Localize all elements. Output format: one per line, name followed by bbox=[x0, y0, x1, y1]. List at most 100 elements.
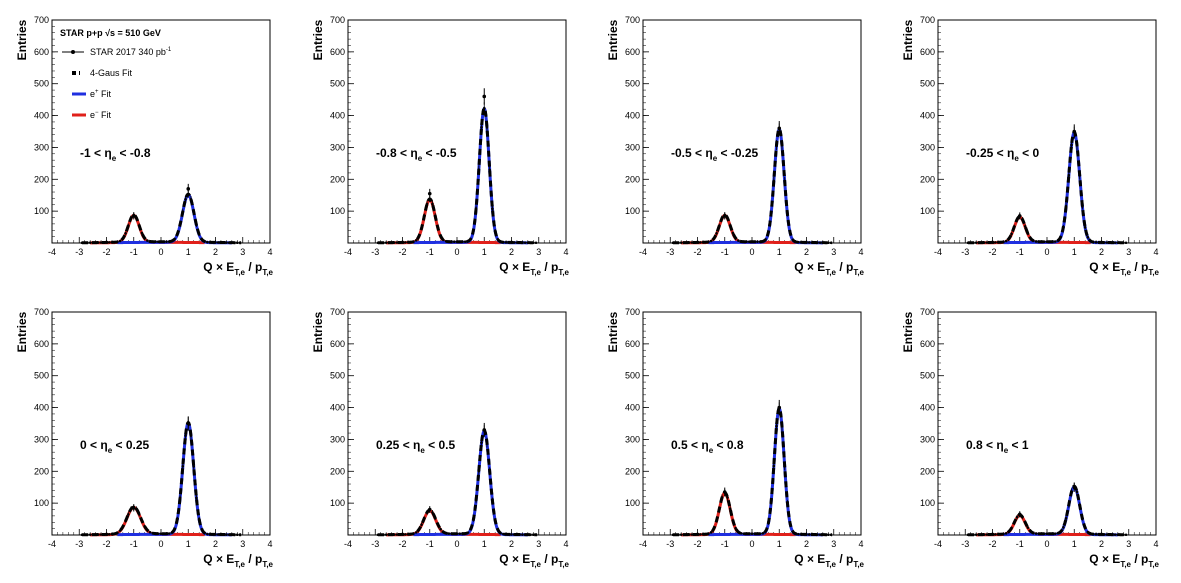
data-point bbox=[1064, 517, 1068, 520]
data-point bbox=[88, 241, 92, 244]
eta-range-sub: e bbox=[112, 154, 117, 163]
y-tick-label: 100 bbox=[625, 498, 640, 508]
data-point bbox=[818, 533, 822, 536]
y-tick-label: 200 bbox=[330, 466, 345, 476]
y-tick-label: 700 bbox=[34, 15, 49, 25]
data-point bbox=[236, 241, 239, 245]
data-point bbox=[510, 533, 513, 536]
legend-pos-label: e+ Fit bbox=[90, 89, 112, 99]
x-tick-label: 0 bbox=[749, 247, 754, 257]
y-tick-label: 600 bbox=[34, 339, 49, 349]
x-axis-label-sub: T,e bbox=[1148, 268, 1159, 277]
y-tick-label: 700 bbox=[920, 307, 935, 317]
eta-range-post: < 0.25 bbox=[112, 438, 149, 452]
y-tick-label: 600 bbox=[920, 47, 935, 57]
x-tick-label: -4 bbox=[934, 247, 942, 257]
legend-gaus-label: 4-Gaus Fit bbox=[90, 68, 133, 78]
eta-range-post: < 0 bbox=[1019, 146, 1040, 160]
x-tick-label: -3 bbox=[371, 539, 379, 549]
eta-range-label: 0.5 < ηe < 0.8 bbox=[671, 438, 744, 455]
data-point bbox=[1045, 532, 1049, 536]
y-tick-label: 600 bbox=[330, 339, 345, 349]
x-tick-label: 4 bbox=[1153, 247, 1158, 257]
y-axis-label-text: Entries bbox=[311, 311, 325, 352]
y-tick-label: 400 bbox=[625, 111, 640, 121]
eta-range-sub: e bbox=[108, 446, 113, 455]
data-point bbox=[225, 533, 228, 536]
data-point bbox=[1094, 240, 1098, 244]
y-tick-label: 500 bbox=[920, 79, 935, 89]
data-point bbox=[532, 533, 535, 537]
x-axis-label-sub: T,e bbox=[558, 560, 569, 569]
panel-8: -4 -3 -2 -1 0 1 2 3 4 100 200 300 400 500 600 700 Entrie… bbox=[901, 307, 1160, 569]
panel-5: -4 -3 -2 -1 0 1 2 3 4 100 200 300 400 500 600 700 Entrie… bbox=[15, 307, 274, 569]
panel-1: -4 -3 -2 -1 0 1 2 3 4 100 200 300 400 500 600 700 Entrie… bbox=[15, 15, 274, 277]
data-point bbox=[1105, 241, 1109, 244]
data-point bbox=[1094, 533, 1098, 536]
data-point bbox=[734, 526, 737, 530]
data-point bbox=[726, 496, 729, 499]
eta-range-post: < 0.8 bbox=[713, 438, 744, 452]
plot-frame bbox=[937, 19, 1157, 244]
data-point bbox=[480, 441, 483, 444]
x-axis-label-sub: T,e bbox=[825, 268, 836, 277]
x-tick-label: -1 bbox=[426, 247, 434, 257]
y-tick-label: 400 bbox=[330, 403, 345, 413]
legend-data-marker bbox=[71, 50, 75, 54]
x-tick-label: -4 bbox=[48, 539, 56, 549]
x-tick-label: 0 bbox=[158, 539, 163, 549]
eta-range-label: -1 < ηe < -0.8 bbox=[80, 146, 151, 163]
total-fit-curve bbox=[81, 420, 242, 537]
x-axis-label-main: Q × E bbox=[499, 260, 530, 274]
eta-range-label: -0.25 < ηe < 0 bbox=[966, 146, 1039, 163]
data-point bbox=[148, 530, 152, 534]
positive-fit-curve bbox=[413, 105, 528, 245]
total-fit-curve bbox=[377, 105, 538, 245]
eta-range-label: 0 < ηe < 0.25 bbox=[80, 438, 149, 455]
y-tick-label: 300 bbox=[625, 434, 640, 444]
eta-range-pre: -0.5 < η bbox=[671, 146, 713, 160]
data-point bbox=[777, 126, 782, 131]
x-tick-label: 0 bbox=[1044, 247, 1049, 257]
y-tick-label: 200 bbox=[625, 466, 640, 476]
x-axis-label-mid: / p bbox=[1131, 552, 1148, 566]
data-point bbox=[698, 533, 702, 536]
eta-range-label: 0.25 < ηe < 0.5 bbox=[376, 438, 456, 455]
y-axis-label-text: Entries bbox=[311, 19, 325, 60]
data-point bbox=[488, 168, 492, 172]
x-tick-label: 4 bbox=[563, 539, 568, 549]
y-tick-label: 600 bbox=[34, 47, 49, 57]
y-tick-label: 200 bbox=[34, 466, 49, 476]
x-axis-label-mid: / p bbox=[541, 552, 558, 566]
plot-frame bbox=[51, 311, 271, 536]
x-axis-label-sub: T,e bbox=[234, 560, 245, 569]
x-tick-label: 1 bbox=[482, 539, 487, 549]
x-tick-label: 3 bbox=[240, 247, 245, 257]
plot-frame bbox=[937, 311, 1157, 536]
data-point bbox=[1015, 515, 1019, 519]
x-axis-label-sub: T,e bbox=[1120, 268, 1131, 277]
data-point bbox=[384, 241, 388, 244]
panel-7: -4 -3 -2 -1 0 1 2 3 4 100 200 300 400 500 600 700 Entrie… bbox=[606, 307, 865, 569]
x-tick-label: -2 bbox=[102, 539, 110, 549]
data-point bbox=[99, 241, 103, 244]
legend-energy: = 510 GeV bbox=[115, 28, 161, 38]
legend-pos-sup: + bbox=[95, 89, 99, 95]
y-tick-label: 400 bbox=[34, 111, 49, 121]
data-point bbox=[775, 424, 778, 428]
panel-4: -4 -3 -2 -1 0 1 2 3 4 100 200 300 400 500 600 700 Entrie… bbox=[901, 15, 1160, 277]
y-tick-label: 300 bbox=[34, 434, 49, 444]
total-fit-curve bbox=[967, 484, 1128, 537]
x-axis-label-mid: / p bbox=[1131, 260, 1148, 274]
y-axis-label: Entries bbox=[606, 311, 620, 352]
data-point bbox=[159, 532, 163, 536]
x-axis-label-sub: T,e bbox=[853, 560, 864, 569]
x-tick-label: -3 bbox=[666, 539, 674, 549]
data-point bbox=[797, 240, 800, 244]
y-tick-label: 600 bbox=[625, 339, 640, 349]
data-point bbox=[88, 533, 92, 536]
data-point bbox=[731, 231, 735, 235]
data-point bbox=[216, 533, 220, 536]
data-point bbox=[750, 532, 754, 536]
y-axis-label: Entries bbox=[901, 311, 915, 352]
